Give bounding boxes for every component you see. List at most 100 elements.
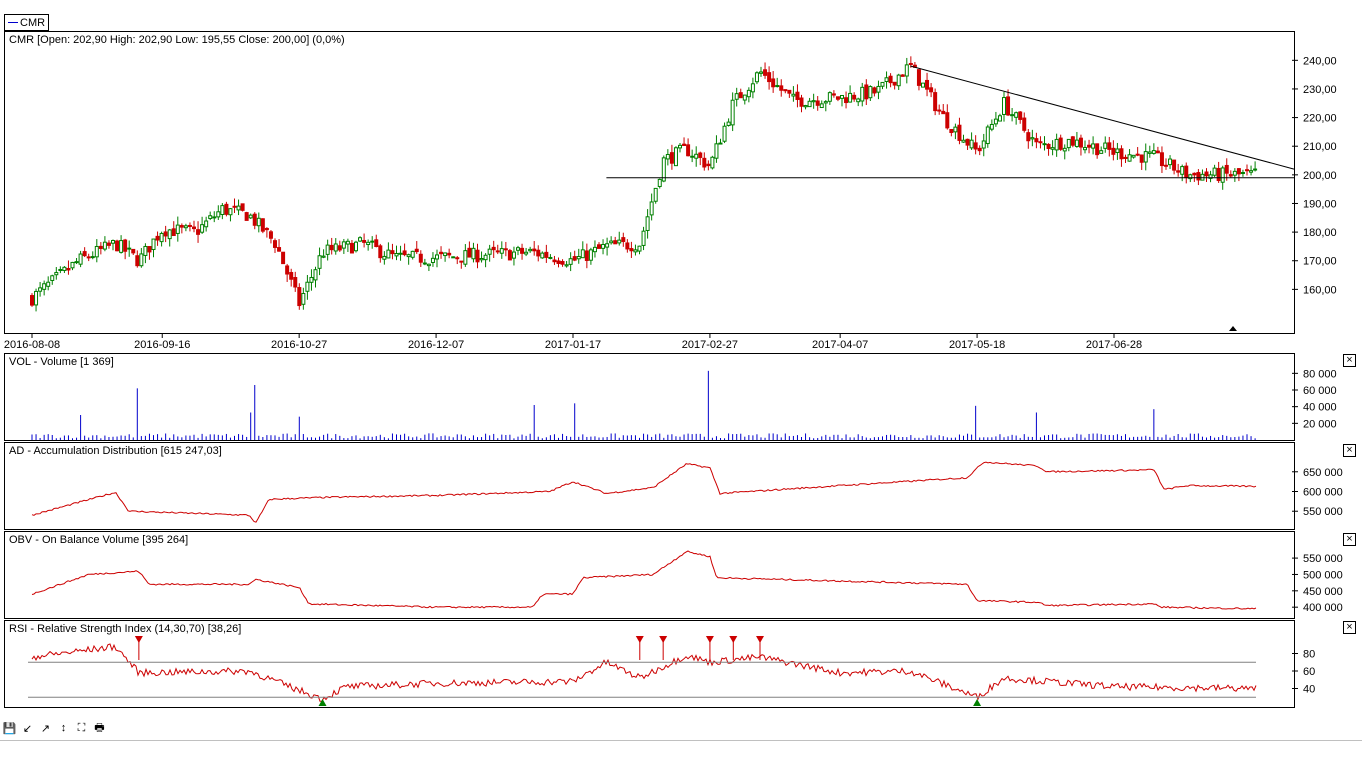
candle-body — [1188, 174, 1193, 180]
candle-body — [1091, 143, 1096, 149]
candle-body — [268, 231, 273, 239]
candle-body — [1249, 170, 1254, 173]
save-icon[interactable]: 💾 — [2, 722, 17, 735]
candle-body — [220, 205, 225, 216]
candle-body — [386, 249, 391, 259]
candle-body — [540, 252, 545, 259]
candle-body — [904, 64, 909, 77]
candle-body — [1022, 117, 1027, 131]
candle-body — [892, 81, 897, 86]
candle-body — [467, 247, 472, 258]
fit-icon[interactable]: ⛶ — [77, 721, 86, 734]
toolbar: 💾 ↙ ↗ ↕ ⛶ 🖶 — [2, 719, 107, 737]
candle-body — [38, 287, 43, 292]
candle-body — [560, 261, 565, 265]
candle-body — [1099, 150, 1104, 154]
candle-body — [362, 239, 367, 243]
price-y-tick-label: 190,00 — [1303, 198, 1337, 210]
candle-body — [402, 250, 407, 256]
volume-panel-title: VOL - Volume [1 369] — [9, 356, 114, 368]
price-x-tick-label: 2017-04-07 — [812, 339, 868, 351]
candle-body — [329, 244, 334, 251]
candle-body — [844, 97, 849, 104]
candle-body — [309, 276, 314, 283]
candle-body — [1232, 170, 1237, 176]
candle-body — [516, 247, 520, 251]
ad-close-button[interactable]: × — [1343, 444, 1356, 457]
candle-body — [649, 201, 654, 216]
candle-body — [835, 96, 840, 100]
candle-body — [167, 229, 172, 240]
candle-body — [678, 144, 682, 149]
candle-body — [1030, 137, 1035, 140]
zoom-in-icon[interactable]: ↙ — [22, 722, 33, 735]
candle-body — [50, 275, 55, 281]
candle-body — [572, 256, 577, 261]
candle-body — [499, 248, 504, 254]
obv-y-tick-label: 450 000 — [1303, 586, 1343, 598]
candle-body — [443, 252, 448, 257]
legend-line-swatch — [8, 22, 18, 23]
candle-body — [621, 237, 626, 242]
candle-body — [1119, 148, 1124, 160]
candle-body — [135, 255, 140, 267]
candle-body — [228, 208, 233, 216]
rsi-panel[interactable]: RSI - Relative Strength Index (14,30,70)… — [4, 620, 1295, 708]
print-icon[interactable]: 🖶 — [94, 721, 105, 734]
legend-box[interactable]: CMR — [4, 14, 50, 31]
candle-body — [131, 248, 136, 254]
candle-body — [900, 74, 905, 77]
zoom-reset-icon[interactable]: ↕ — [60, 722, 67, 734]
volume-panel[interactable]: VOL - Volume [1 369] — [4, 353, 1295, 441]
candle-body — [240, 203, 245, 211]
candle-body — [1224, 164, 1229, 174]
candle-body — [1204, 171, 1209, 177]
bottom-divider — [0, 740, 1362, 741]
candle-body — [232, 205, 237, 208]
candle-body — [313, 269, 318, 281]
candle-body — [410, 250, 415, 258]
candle-body — [993, 118, 998, 125]
candle-body — [430, 257, 435, 263]
candle-body — [216, 211, 221, 218]
volume-close-button[interactable]: × — [1343, 354, 1356, 367]
candle-body — [1018, 111, 1023, 120]
candle-body — [337, 245, 342, 251]
candle-body — [750, 83, 755, 93]
candle-body — [42, 283, 47, 290]
candle-body — [127, 247, 132, 250]
candle-body — [1062, 147, 1067, 152]
candle-body — [455, 257, 460, 260]
rsi-y-tick-label: 60 — [1303, 666, 1315, 678]
candle-body — [1087, 144, 1092, 148]
price-x-tick-label: 2016-09-16 — [134, 339, 190, 351]
obv-close-button[interactable]: × — [1343, 533, 1356, 546]
candle-body — [34, 290, 39, 306]
candle-body — [799, 97, 804, 107]
candle-body — [694, 153, 699, 159]
candle-body — [511, 251, 516, 259]
candle-body — [305, 281, 310, 292]
candle-body — [1010, 114, 1015, 117]
candle-body — [613, 240, 618, 245]
candle-body — [1078, 137, 1083, 148]
candle-body — [860, 86, 865, 102]
candle-body — [673, 147, 678, 167]
volume-y-tick-label: 80 000 — [1303, 368, 1337, 380]
candle-body — [1228, 174, 1233, 177]
candle-body — [1147, 151, 1152, 154]
candle-body — [248, 214, 253, 219]
candle-body — [1054, 138, 1059, 151]
ad-panel[interactable]: AD - Accumulation Distribution [615 247,… — [4, 442, 1295, 530]
rsi-close-button[interactable]: × — [1343, 621, 1356, 634]
candle-body — [1014, 112, 1019, 118]
candle-body — [609, 240, 614, 244]
candle-body — [925, 79, 930, 90]
candle-body — [742, 94, 747, 101]
candle-body — [471, 247, 476, 260]
candle-body — [597, 244, 601, 249]
zoom-out-icon[interactable]: ↗ — [40, 722, 51, 735]
price-panel[interactable]: CMR [Open: 202,90 High: 202,90 Low: 195,… — [4, 31, 1295, 334]
candle-body — [273, 240, 277, 248]
candle-body — [463, 250, 468, 265]
